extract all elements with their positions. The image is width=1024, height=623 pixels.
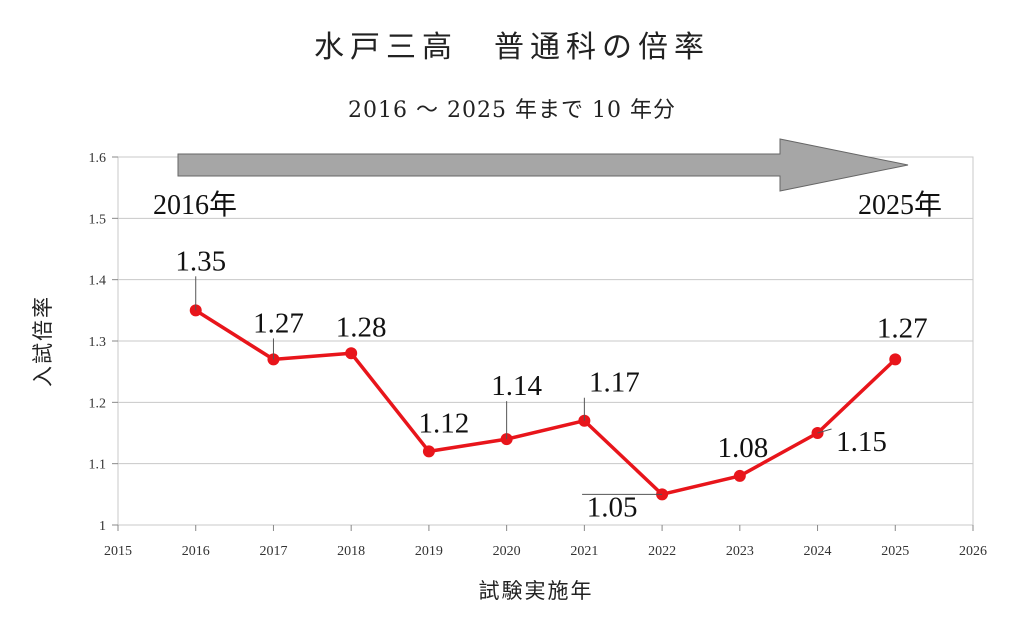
series-line-path bbox=[194, 308, 897, 497]
data-point bbox=[345, 347, 358, 360]
y-tick-label: 1 bbox=[99, 519, 106, 534]
x-tick-label: 2021 bbox=[570, 544, 598, 559]
x-tick-label: 2016 bbox=[182, 544, 210, 559]
data-label-leader bbox=[817, 428, 832, 434]
x-tick-label: 2025 bbox=[881, 544, 909, 559]
x-axis-title: 試験実施年 bbox=[479, 579, 594, 603]
x-tick-label: 2023 bbox=[726, 544, 754, 559]
data-point bbox=[889, 353, 902, 366]
axes: 1 1.1 1.2 1.3 1.4 1.5 1.6 2015 2016 2017 2018 2019 2… bbox=[31, 151, 987, 603]
data-label: 1.05 bbox=[587, 491, 638, 523]
arrow-start-label: 2016年 bbox=[153, 189, 237, 221]
x-tick-label: 2019 bbox=[415, 544, 443, 559]
x-tick-label: 2020 bbox=[493, 544, 521, 559]
x-tick-label: 2022 bbox=[648, 544, 676, 559]
data-labels: 1.35 1.27 1.28 1.12 1.14 1.17 1.05 1.08 1.15 1.27 bbox=[175, 245, 927, 523]
chart-subtitle: 2016 〜 2025 年まで 10 年分 bbox=[348, 98, 676, 123]
x-tick-label: 2026 bbox=[959, 544, 987, 559]
y-tick-label: 1.1 bbox=[89, 458, 107, 473]
data-label: 1.28 bbox=[336, 311, 387, 343]
data-point bbox=[733, 469, 746, 482]
y-axis-title: 入試倍率 bbox=[31, 295, 55, 387]
data-label: 1.12 bbox=[419, 407, 470, 439]
arrow-end-label: 2025年 bbox=[858, 189, 942, 221]
data-label: 1.35 bbox=[175, 245, 226, 277]
x-tick-label: 2017 bbox=[259, 544, 287, 559]
y-tick-label: 1.4 bbox=[89, 274, 107, 289]
y-tick-label: 1.3 bbox=[89, 335, 107, 350]
data-label: 1.17 bbox=[589, 367, 640, 399]
data-label: 1.14 bbox=[491, 370, 542, 402]
data-label: 1.27 bbox=[253, 307, 304, 339]
arrow-shape bbox=[177, 138, 909, 192]
y-tick-label: 1.5 bbox=[89, 212, 107, 227]
chart-title: 水戸三高 普通科の倍率 bbox=[314, 30, 710, 65]
y-tick-label: 1.6 bbox=[89, 151, 107, 166]
x-tick-label: 2018 bbox=[337, 544, 365, 559]
x-tick-label: 2024 bbox=[804, 544, 832, 559]
data-label: 1.08 bbox=[717, 432, 768, 464]
data-label: 1.15 bbox=[836, 426, 887, 458]
x-tick-label: 2015 bbox=[104, 544, 132, 559]
y-tick-label: 1.2 bbox=[89, 396, 107, 411]
data-label: 1.27 bbox=[877, 312, 928, 344]
data-point bbox=[422, 445, 435, 458]
timeline-arrow: 2016年 2025年 bbox=[153, 138, 942, 221]
